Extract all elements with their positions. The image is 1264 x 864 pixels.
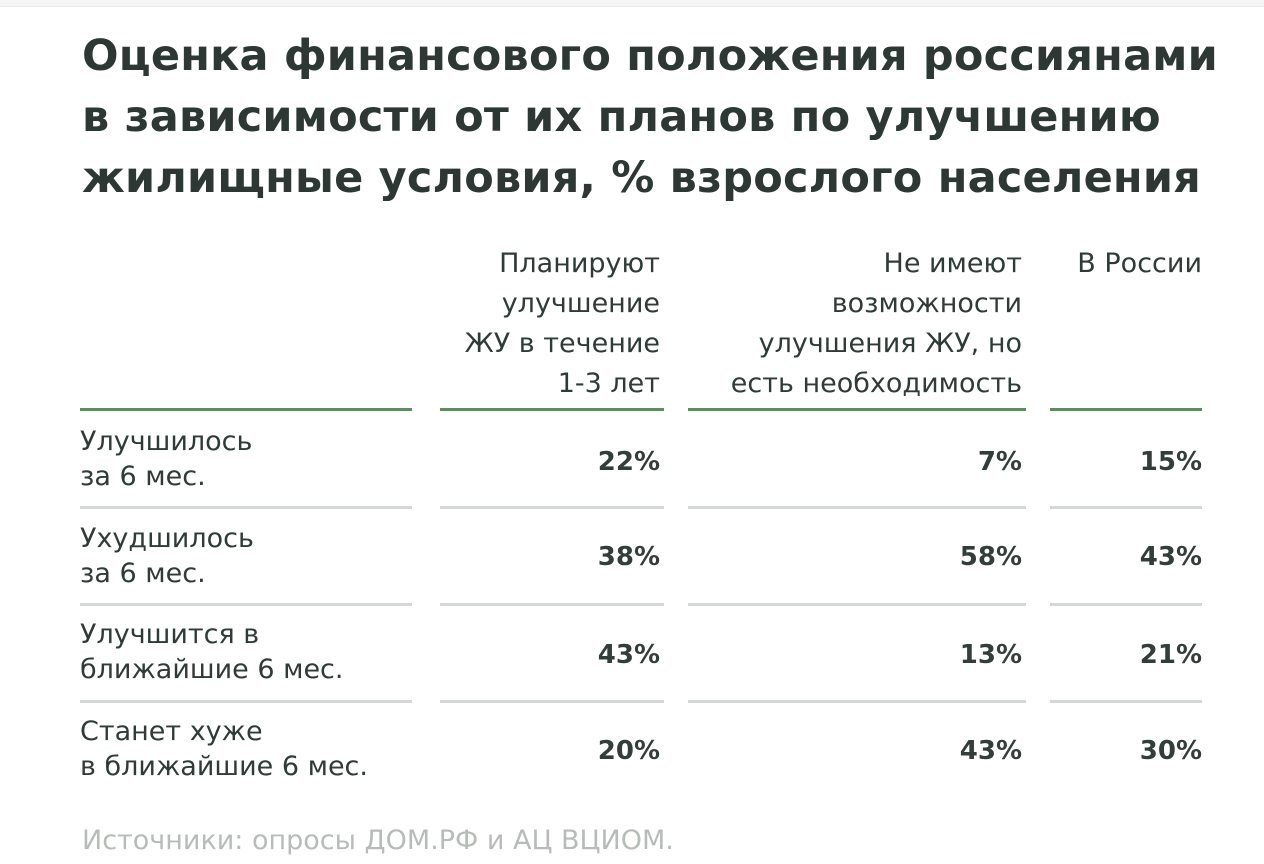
table-cell: 20% — [597, 736, 660, 766]
table-cell: 43% — [597, 640, 660, 670]
row-divider — [688, 506, 1026, 509]
table-cell: 22% — [597, 447, 660, 477]
row-label: Ухудшилось за 6 мес. — [80, 523, 254, 589]
header-rule-label — [80, 408, 412, 411]
column-header-no-possibility: Не имеют возможности улучшения ЖУ, но ес… — [730, 248, 1022, 399]
row-divider — [1050, 603, 1202, 606]
table-cell: 43% — [1139, 542, 1202, 572]
table-cell: 7% — [977, 447, 1022, 477]
row-divider — [688, 603, 1026, 606]
source-note: Источники: опросы ДОМ.РФ и АЦ ВЦИОМ. — [82, 825, 674, 856]
column-header-planning: Планируют улучшение ЖУ в течение 1-3 лет — [464, 248, 660, 399]
table-cell: 30% — [1139, 736, 1202, 766]
table-cell: 43% — [959, 736, 1022, 766]
title-line: жилищные условия, % взрослого населения — [82, 153, 1201, 203]
title-line: в зависимости от их планов по улучшению — [82, 92, 1161, 142]
row-divider — [80, 603, 412, 606]
row-divider — [440, 506, 664, 509]
header-rule-planning — [440, 408, 664, 411]
table-cell: 21% — [1139, 640, 1202, 670]
chart-title: Оценка финансового положения россиянами … — [82, 26, 1218, 209]
row-divider — [80, 506, 412, 509]
row-divider — [440, 603, 664, 606]
table-cell: 38% — [597, 542, 660, 572]
table-cell: 58% — [959, 542, 1022, 572]
header-rule-russia — [1050, 408, 1202, 411]
row-divider — [1050, 506, 1202, 509]
row-divider — [80, 700, 412, 703]
row-label: Станет хуже в ближайшие 6 мес. — [80, 716, 368, 782]
row-label: Улучшится в ближайшие 6 мес. — [80, 619, 344, 685]
title-line: Оценка финансового положения россиянами — [82, 31, 1218, 81]
row-divider — [1050, 700, 1202, 703]
row-label: Улучшилось за 6 мес. — [80, 426, 253, 492]
table-cell: 13% — [959, 640, 1022, 670]
row-divider — [688, 700, 1026, 703]
row-divider — [440, 700, 664, 703]
table-cell: 15% — [1139, 447, 1202, 477]
header-rule-no-possibility — [688, 408, 1026, 411]
column-header-russia: В России — [1077, 248, 1202, 279]
top-border — [0, 0, 1264, 7]
